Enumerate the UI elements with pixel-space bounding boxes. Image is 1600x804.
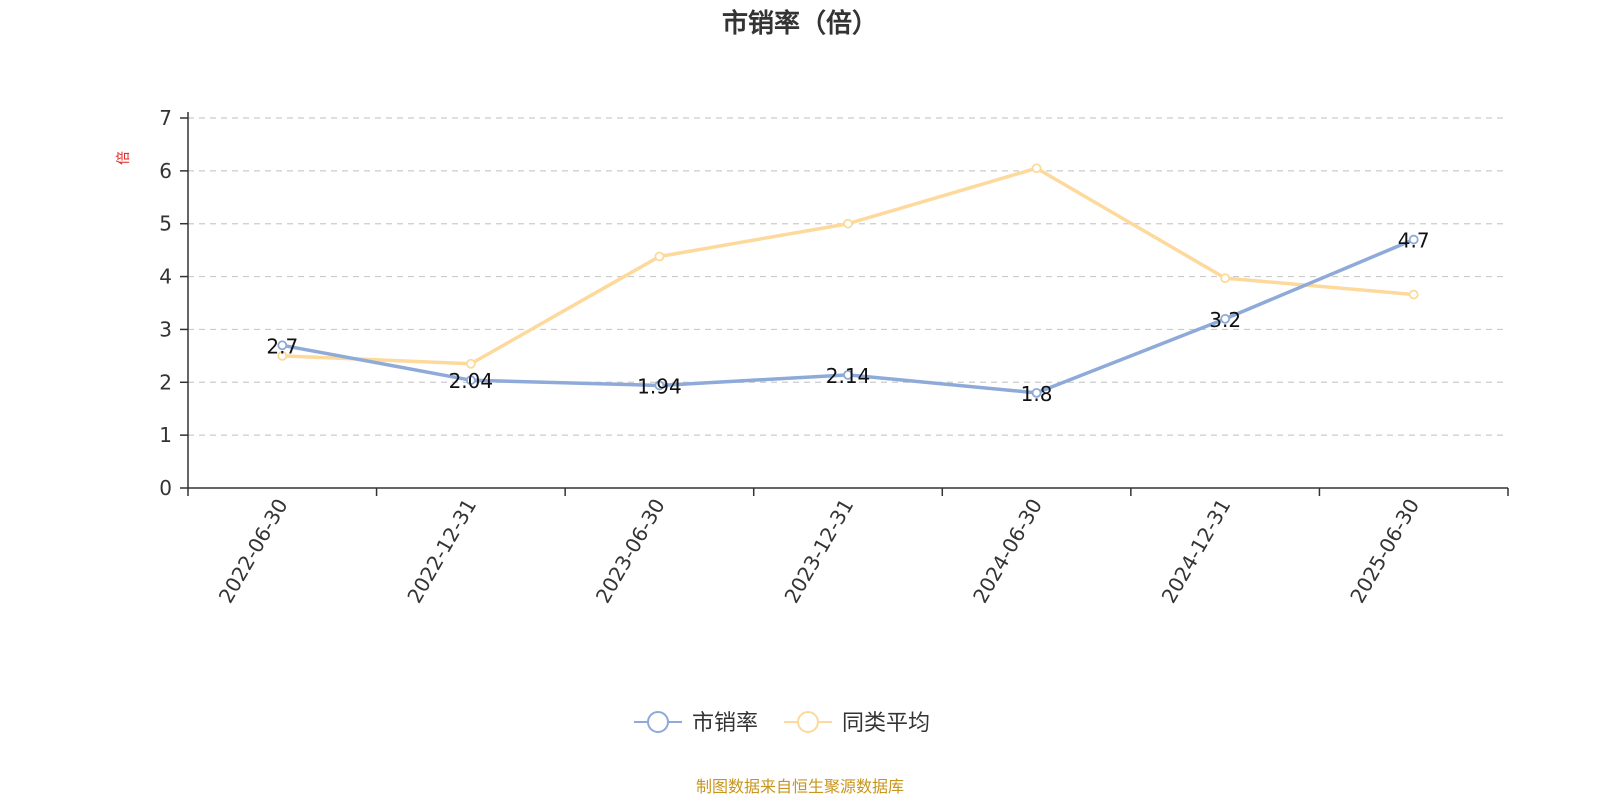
legend: 市销率 同类平均 xyxy=(634,711,930,736)
data-point xyxy=(465,358,476,369)
data-point xyxy=(1220,273,1231,284)
data-point xyxy=(277,350,288,361)
y-tick-label: 5 xyxy=(159,212,172,236)
y-tick-label: 7 xyxy=(159,106,172,130)
data-label: 3.2 xyxy=(1209,308,1241,332)
data-label: 2.14 xyxy=(826,364,871,388)
x-tick-label: 2023-12-31 xyxy=(779,495,858,608)
data-label: 1.8 xyxy=(1021,382,1053,406)
x-tick-label: 2024-06-30 xyxy=(968,495,1047,608)
data-point xyxy=(1220,313,1231,324)
x-tick-label: 2025-06-30 xyxy=(1345,495,1424,608)
axes: 0 1 2 3 4 5 6 7 2022-06-30 2022-12-31 2023-06-30 20… xyxy=(159,106,1509,608)
y-tick-label: 1 xyxy=(159,423,172,447)
legend-marker-icon xyxy=(797,711,819,733)
data-label: 1.94 xyxy=(637,374,682,398)
data-label: 4.7 xyxy=(1398,229,1430,253)
data-point xyxy=(654,251,665,262)
data-labels: 2.7 2.04 1.94 2.14 1.8 3.2 4.7 xyxy=(266,229,1429,406)
data-point xyxy=(843,369,853,380)
data-label: 2.7 xyxy=(266,334,298,358)
chart-title: 市销率（倍） xyxy=(722,8,878,39)
legend-marker-icon xyxy=(647,711,669,733)
y-axis-unit-label: 倍 xyxy=(116,151,132,165)
legend-item[interactable]: 同类平均 xyxy=(784,711,930,736)
data-point xyxy=(654,380,665,391)
data-point xyxy=(465,375,476,386)
source-note: 制图数据来自恒生聚源数据库 xyxy=(696,777,904,796)
legend-item[interactable]: 市销率 xyxy=(634,711,758,736)
data-point xyxy=(277,340,288,351)
series-0 xyxy=(277,234,1419,398)
legend-label: 市销率 xyxy=(692,711,758,736)
data-point xyxy=(1031,387,1042,398)
y-tick-label: 4 xyxy=(159,265,172,289)
series-1 xyxy=(277,163,1419,369)
x-tick-label: 2023-06-30 xyxy=(591,495,670,608)
y-tick-label: 2 xyxy=(159,370,172,394)
y-tick-label: 0 xyxy=(159,476,172,500)
y-tick-label: 3 xyxy=(159,317,172,341)
y-tick-label: 6 xyxy=(159,159,172,183)
data-point xyxy=(1408,234,1419,245)
x-tick-label: 2022-06-30 xyxy=(214,495,293,608)
data-label: 2.04 xyxy=(449,369,494,393)
x-tick-label: 2022-12-31 xyxy=(402,495,481,608)
legend-label: 同类平均 xyxy=(842,711,930,736)
data-point xyxy=(1408,289,1419,300)
data-point xyxy=(1031,163,1042,174)
x-tick-label: 2024-12-31 xyxy=(1157,495,1236,608)
series-layer xyxy=(277,163,1419,398)
data-point xyxy=(843,218,853,229)
series-line xyxy=(280,166,1416,366)
